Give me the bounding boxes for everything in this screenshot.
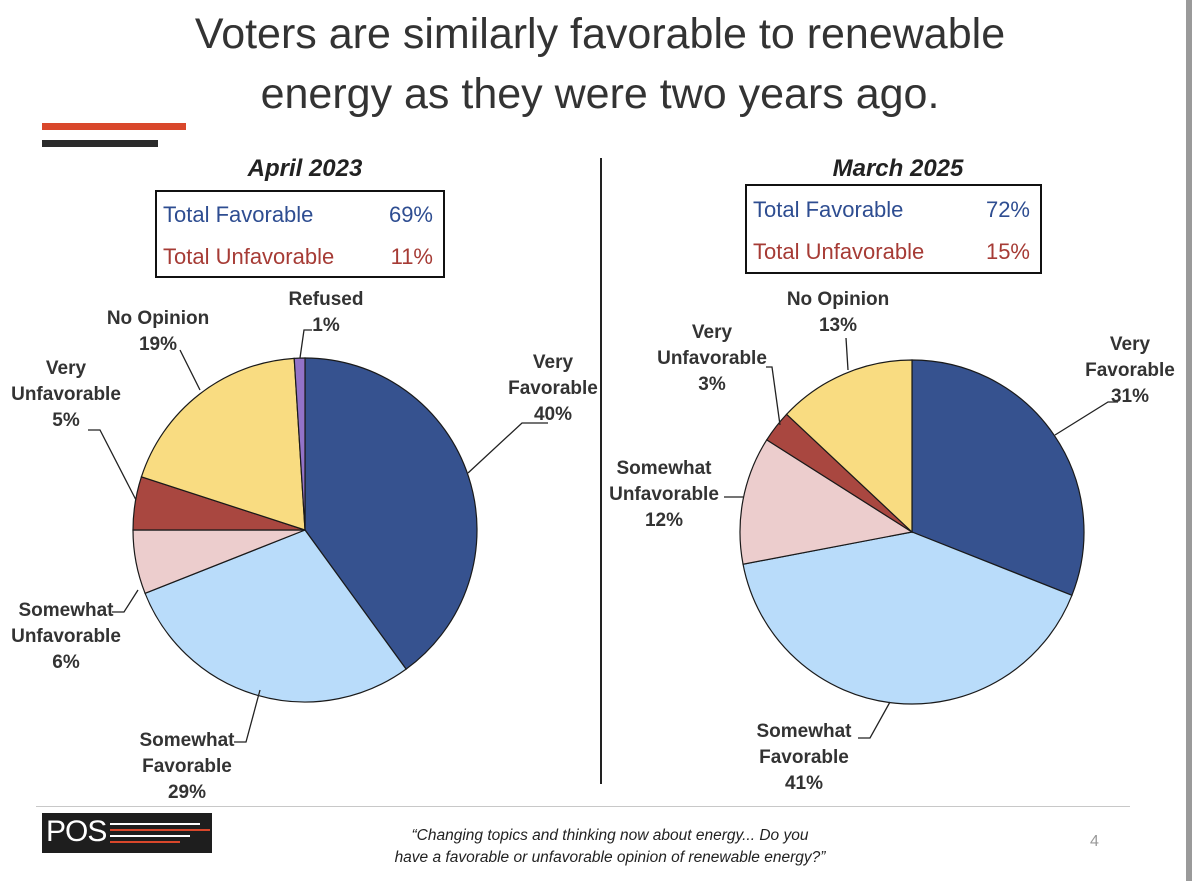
logo-stripe bbox=[110, 829, 210, 831]
april-2023-slice-refused bbox=[293, 357, 306, 531]
right-total-unfavorable-row: Total Unfavorable 15% bbox=[753, 239, 1030, 269]
right-total-unfavorable-label: Total Unfavorable bbox=[753, 239, 925, 264]
right-total-unfavorable-value: 15% bbox=[985, 239, 1030, 264]
accent-bar-red bbox=[42, 123, 186, 130]
april-2023-leader-somewhat-unfavorable bbox=[112, 589, 139, 613]
title-line-1: Voters are similarly favorable to renewa… bbox=[194, 10, 1006, 58]
march-2025-label-very-favorable: Very Favorable 31% bbox=[1085, 334, 1175, 407]
title-line-2: energy as they were two years ago. bbox=[260, 70, 940, 118]
april-2023-slice-very-favorable bbox=[304, 357, 478, 670]
april-2023-leader-somewhat-favorable bbox=[234, 689, 261, 743]
slice-labels: Very Favorable 40%Somewhat Favorable 29%Some… bbox=[11, 289, 1175, 803]
left-total-favorable-label: Total Favorable bbox=[163, 202, 314, 227]
april-2023-label-somewhat-unfavorable: Somewhat Unfavorable 6% bbox=[11, 600, 121, 673]
march-2025-leader-somewhat-favorable bbox=[858, 701, 891, 739]
march-2025-slice-very-favorable bbox=[911, 359, 1085, 597]
left-total-unfavorable-row: Total Unfavorable 11% bbox=[163, 244, 433, 274]
page-number: 4 bbox=[1090, 833, 1099, 850]
right-total-favorable-value: 72% bbox=[985, 197, 1030, 222]
april-2023-label-very-unfavorable: Very Unfavorable 5% bbox=[11, 358, 121, 431]
right-period-title: March 2025 bbox=[832, 155, 964, 182]
logo-stripe bbox=[110, 835, 190, 837]
march-2025-label-somewhat-favorable: Somewhat Favorable 41% bbox=[756, 721, 852, 794]
left-total-favorable-row: Total Favorable 69% bbox=[163, 202, 433, 232]
april-2023-slice-no-opinion bbox=[140, 357, 306, 531]
april-2023-label-very-favorable: Very Favorable 40% bbox=[508, 352, 598, 425]
leader-lines bbox=[88, 329, 1118, 743]
april-2023-leader-no-opinion bbox=[179, 349, 201, 391]
march-2025-label-very-unfavorable: Very Unfavorable 3% bbox=[657, 322, 767, 395]
question-line-1: “Changing topics and thinking now about … bbox=[411, 827, 809, 844]
april-2023-leader-refused bbox=[299, 329, 312, 359]
pie-chart-april-2023 bbox=[132, 357, 478, 703]
left-total-favorable-value: 69% bbox=[388, 202, 433, 227]
march-2025-slice-somewhat-unfavorable bbox=[739, 439, 914, 565]
march-2025-slice-no-opinion bbox=[785, 359, 913, 534]
april-2023-label-refused: Refused 1% bbox=[289, 289, 364, 336]
april-2023-label-somewhat-favorable: Somewhat Favorable 29% bbox=[139, 730, 235, 803]
april-2023-slice-somewhat-favorable bbox=[144, 529, 407, 703]
logo-stripe bbox=[110, 841, 180, 843]
april-2023-label-no-opinion: No Opinion 19% bbox=[107, 308, 209, 355]
april-2023-leader-very-unfavorable bbox=[88, 429, 137, 501]
march-2025-leader-very-unfavorable bbox=[766, 366, 781, 426]
pos-logo: POS bbox=[42, 813, 212, 853]
left-total-unfavorable-value: 11% bbox=[390, 244, 433, 269]
right-total-favorable-row: Total Favorable 72% bbox=[753, 197, 1030, 227]
march-2025-leader-no-opinion bbox=[845, 337, 849, 371]
slide-title: Voters are similarly favorable to renewa… bbox=[150, 4, 1050, 124]
accent-bar-dark bbox=[42, 140, 158, 147]
march-2025-label-no-opinion: No Opinion 13% bbox=[787, 289, 889, 336]
survey-question: “Changing topics and thinking now about … bbox=[300, 825, 920, 869]
april-2023-leader-very-favorable bbox=[467, 422, 548, 474]
logo-stripe bbox=[110, 823, 200, 825]
march-2025-label-somewhat-unfavorable: Somewhat Unfavorable 12% bbox=[609, 458, 719, 531]
pie-chart-march-2025 bbox=[739, 359, 1085, 705]
left-period-title: April 2023 bbox=[247, 155, 363, 182]
march-2025-slice-somewhat-favorable bbox=[742, 531, 1073, 705]
march-2025-leader-very-favorable bbox=[1054, 401, 1118, 436]
chart-divider bbox=[600, 158, 602, 784]
question-line-2: have a favorable or unfavorable opinion … bbox=[394, 849, 826, 866]
right-totals-box: Total Favorable 72% Total Unfavorable 15… bbox=[745, 184, 1042, 274]
footer-rule bbox=[36, 806, 1130, 807]
logo-text: POS bbox=[46, 815, 107, 848]
left-totals-box: Total Favorable 69% Total Unfavorable 11… bbox=[155, 190, 445, 278]
left-total-unfavorable-label: Total Unfavorable bbox=[163, 244, 335, 269]
right-total-favorable-label: Total Favorable bbox=[753, 197, 904, 222]
